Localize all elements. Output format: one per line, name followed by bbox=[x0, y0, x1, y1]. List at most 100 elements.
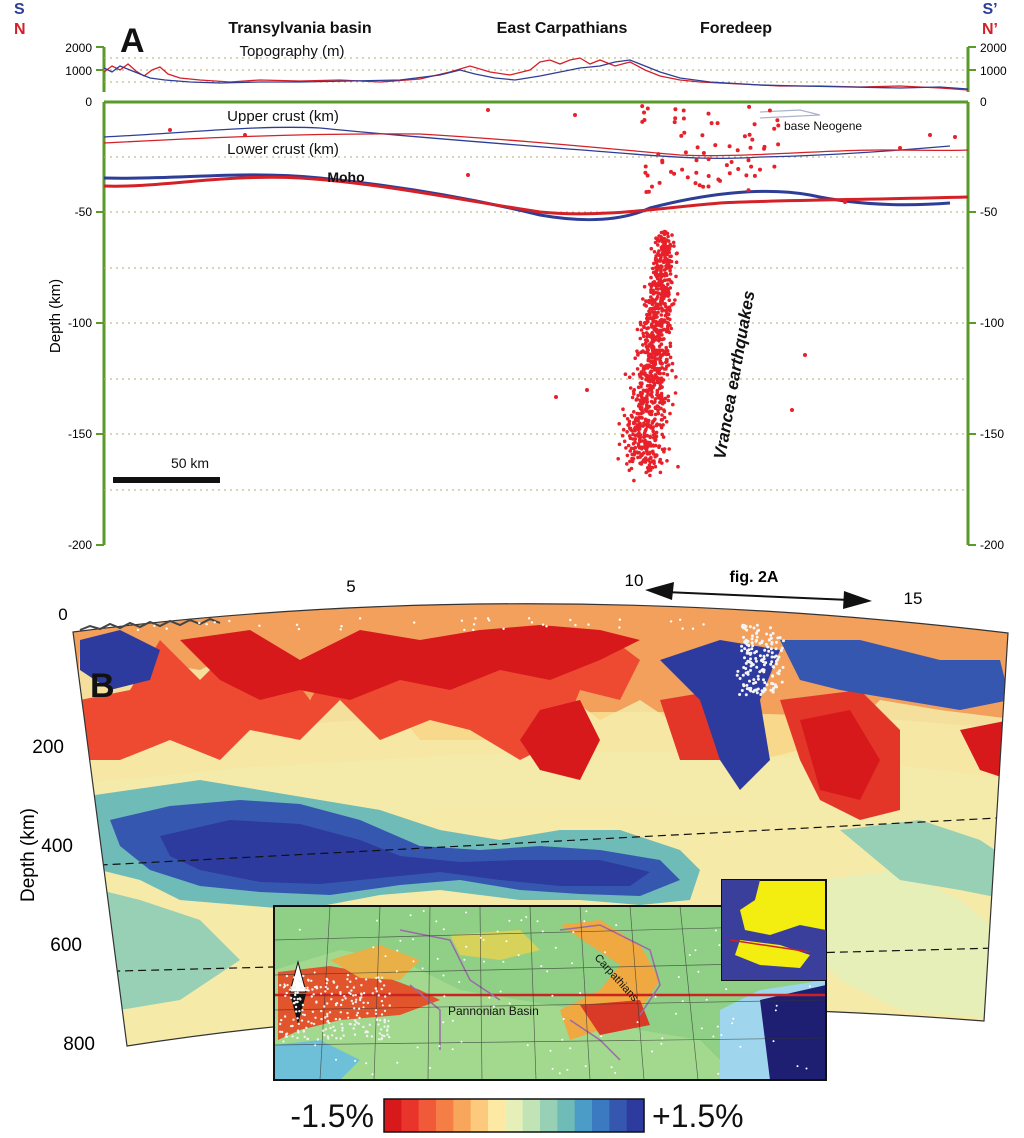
earthquake-marker bbox=[285, 974, 289, 978]
earthquake-marker bbox=[658, 470, 663, 475]
earthquake-marker bbox=[584, 1065, 587, 1068]
earthquake-marker bbox=[632, 446, 636, 451]
earthquake-marker bbox=[756, 677, 760, 681]
station-marker bbox=[295, 623, 299, 626]
earthquake-marker bbox=[285, 991, 288, 995]
earthquake-marker bbox=[659, 394, 664, 398]
earthquake-marker bbox=[352, 986, 356, 989]
earthquake-marker bbox=[742, 134, 747, 139]
earthquake-marker bbox=[362, 1001, 365, 1004]
earthquake-marker bbox=[775, 118, 780, 123]
earthquake-marker bbox=[647, 309, 651, 314]
earthquake-marker bbox=[329, 1026, 332, 1030]
earthquake-marker bbox=[695, 145, 700, 150]
earthquake-marker bbox=[362, 1025, 365, 1029]
panel-a-ylabel: Depth (km) bbox=[47, 279, 64, 353]
earthquake-marker bbox=[637, 427, 642, 431]
earthquake-marker bbox=[748, 625, 752, 629]
earthquake-marker bbox=[641, 350, 646, 354]
earthquake-marker bbox=[669, 264, 674, 269]
earthquake-marker bbox=[310, 995, 313, 998]
region-foredeep: Foredeep bbox=[700, 20, 772, 37]
earthquake-marker bbox=[338, 1018, 341, 1021]
earthquake-marker bbox=[622, 413, 627, 418]
earthquake-marker bbox=[656, 243, 660, 247]
earthquake-marker bbox=[655, 330, 660, 335]
earthquake-marker bbox=[465, 911, 468, 914]
earthquake-marker bbox=[652, 250, 657, 254]
earthquake-marker bbox=[718, 944, 721, 947]
earthquake-marker bbox=[682, 130, 687, 135]
earthquake-marker bbox=[652, 355, 657, 360]
earthquake-marker bbox=[776, 142, 781, 147]
panel-b: 0 5 10 15 fig. 2A bbox=[18, 569, 1009, 1134]
earthquake-marker bbox=[640, 460, 645, 464]
earthquake-marker bbox=[624, 446, 628, 450]
earthquake-marker bbox=[648, 435, 652, 440]
earthquake-marker bbox=[715, 121, 720, 126]
earthquake-marker bbox=[766, 645, 770, 649]
earthquake-marker bbox=[357, 1022, 360, 1025]
colorbar-swatch bbox=[574, 1099, 593, 1132]
earthquake-marker bbox=[646, 326, 651, 330]
earthquake-marker bbox=[628, 449, 632, 453]
earthquake-marker bbox=[579, 992, 582, 994]
earthquake-marker bbox=[769, 636, 773, 640]
earthquake-marker bbox=[755, 631, 758, 635]
earthquake-marker bbox=[541, 930, 544, 933]
earthquake-marker bbox=[293, 986, 296, 989]
earthquake-marker bbox=[409, 914, 412, 917]
profile-end-n: N’ bbox=[982, 21, 998, 38]
earthquake-marker bbox=[377, 976, 380, 979]
earthquake-marker bbox=[525, 916, 528, 918]
colorbar-swatch bbox=[505, 1099, 524, 1132]
earthquake-marker bbox=[356, 1011, 359, 1015]
earthquake-marker bbox=[659, 353, 663, 357]
earthquake-marker bbox=[638, 390, 643, 395]
upper-crust-line-n bbox=[103, 133, 969, 157]
inset-map: Carpathians Pannonian Basin bbox=[273, 905, 827, 1081]
earthquake-marker bbox=[336, 985, 339, 988]
earthquake-marker bbox=[779, 649, 783, 653]
panel-b-ylabel: Depth (km) bbox=[18, 808, 39, 902]
earthquake-marker bbox=[280, 1030, 284, 1034]
earthquake-marker bbox=[334, 1017, 338, 1021]
earthquake-marker bbox=[292, 1018, 295, 1021]
earthquake-marker bbox=[705, 998, 708, 1001]
earthquake-marker bbox=[697, 183, 702, 188]
earthquake-marker bbox=[665, 326, 670, 331]
earthquake-marker bbox=[749, 664, 753, 668]
earthquake-marker bbox=[645, 347, 650, 352]
earthquake-marker bbox=[325, 977, 328, 981]
earthquake-marker bbox=[720, 1034, 723, 1036]
earthquake-marker bbox=[774, 1009, 777, 1012]
earthquake-marker bbox=[661, 1037, 664, 1040]
earthquake-marker bbox=[676, 464, 680, 469]
earthquake-marker bbox=[637, 446, 642, 450]
station-marker bbox=[103, 622, 106, 626]
earthquake-marker bbox=[670, 368, 674, 373]
earthquake-marker bbox=[742, 635, 745, 639]
earthquake-marker bbox=[670, 280, 674, 285]
earthquake-marker bbox=[668, 268, 672, 273]
earthquake-marker bbox=[665, 278, 670, 282]
earthquake-marker bbox=[631, 389, 636, 394]
earthquake-marker bbox=[388, 1035, 391, 1039]
fig-2a-arrow bbox=[645, 582, 872, 609]
earthquake-marker bbox=[572, 931, 575, 934]
earthquake-marker bbox=[668, 341, 673, 346]
earthquake-marker bbox=[295, 1010, 298, 1013]
earthquake-marker bbox=[636, 353, 640, 357]
earthquake-marker bbox=[375, 990, 378, 993]
earthquake-marker bbox=[656, 264, 661, 269]
earthquake-marker bbox=[661, 308, 665, 312]
earthquake-marker bbox=[344, 997, 347, 1000]
earthquake-marker bbox=[377, 1038, 381, 1041]
earthquake-marker bbox=[623, 372, 628, 377]
earthquake-marker bbox=[635, 349, 639, 354]
earthquake-marker bbox=[747, 132, 752, 137]
earthquake-marker bbox=[396, 949, 399, 952]
earthquake-marker bbox=[649, 352, 653, 357]
earthquake-marker bbox=[638, 421, 642, 426]
earthquake-marker bbox=[654, 995, 657, 998]
